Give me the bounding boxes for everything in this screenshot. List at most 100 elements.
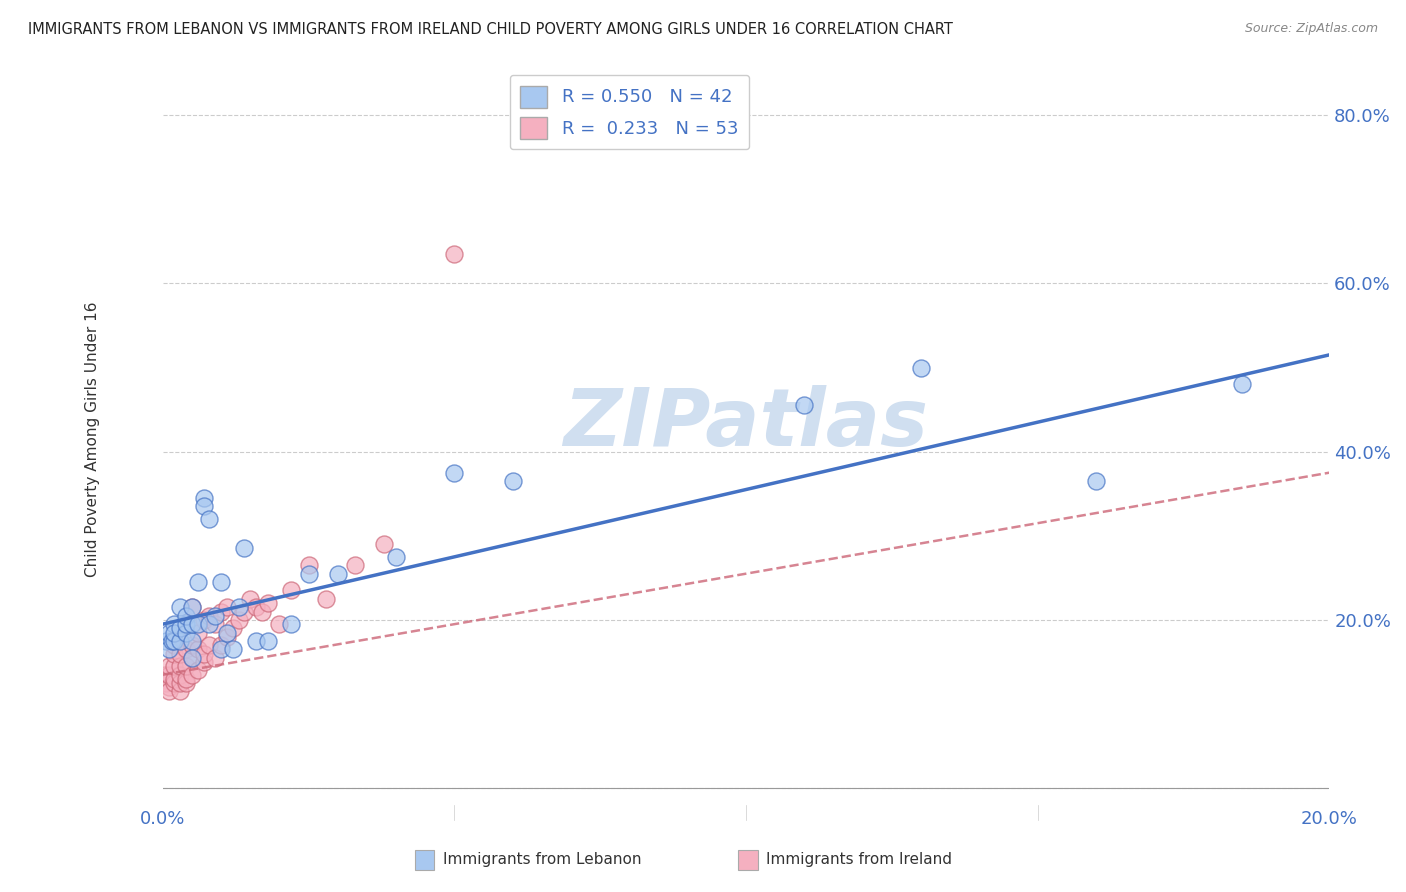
Point [181, 600, 204, 615]
Point [163, 638, 186, 652]
Point [204, 617, 226, 632]
Point [187, 642, 209, 657]
Point [233, 541, 256, 556]
Point [315, 591, 337, 606]
Point [215, 625, 238, 640]
Legend: R = 0.550   N = 42, R =  0.233   N = 53: R = 0.550 N = 42, R = 0.233 N = 53 [509, 75, 749, 150]
Point [174, 617, 197, 632]
Point [181, 650, 204, 665]
Point [193, 655, 215, 669]
Point [169, 600, 191, 615]
Point [215, 600, 238, 615]
Point [222, 621, 245, 635]
Point [250, 605, 273, 619]
Point [157, 642, 180, 657]
Point [169, 667, 191, 681]
Point [443, 247, 465, 261]
Point [373, 537, 395, 551]
Point [204, 608, 226, 623]
Point [163, 634, 186, 648]
Point [1230, 377, 1253, 392]
Point [163, 676, 186, 690]
Point [157, 667, 180, 681]
Point [181, 667, 204, 681]
Text: ZIPatlas: ZIPatlas [564, 385, 928, 463]
Text: Immigrants from Lebanon: Immigrants from Lebanon [443, 853, 641, 867]
Point [209, 642, 232, 657]
Point [204, 650, 226, 665]
Point [181, 617, 204, 632]
Point [181, 634, 204, 648]
Point [169, 634, 191, 648]
Point [157, 680, 180, 694]
Point [174, 625, 197, 640]
Point [163, 625, 186, 640]
Point [910, 360, 932, 375]
Point [297, 566, 319, 581]
Y-axis label: Child Poverty Among Girls Under 16: Child Poverty Among Girls Under 16 [86, 301, 100, 577]
Point [443, 466, 465, 480]
Point [169, 647, 191, 661]
Point [181, 638, 204, 652]
Point [163, 659, 186, 673]
Point [155, 634, 177, 648]
Point [198, 617, 221, 632]
Point [209, 575, 232, 590]
Point [169, 684, 191, 698]
Point [155, 676, 177, 690]
Point [169, 621, 191, 635]
Point [157, 684, 180, 698]
Point [326, 566, 349, 581]
Point [187, 617, 209, 632]
Point [793, 398, 815, 412]
Point [344, 558, 367, 573]
Point [157, 625, 180, 640]
Point [187, 664, 209, 678]
Point [187, 575, 209, 590]
Point [228, 600, 250, 615]
Point [193, 613, 215, 627]
Point [245, 634, 267, 648]
Point [198, 608, 221, 623]
Point [215, 630, 238, 644]
Point [502, 474, 524, 488]
Point [181, 650, 204, 665]
Point [209, 605, 232, 619]
Point [174, 642, 197, 657]
Text: Source: ZipAtlas.com: Source: ZipAtlas.com [1244, 22, 1378, 36]
Point [198, 512, 221, 526]
Point [193, 491, 215, 505]
Point [228, 613, 250, 627]
Point [269, 617, 291, 632]
Point [163, 647, 186, 661]
Point [222, 642, 245, 657]
Point [198, 638, 221, 652]
Point [193, 647, 215, 661]
Point [163, 672, 186, 686]
Point [245, 600, 267, 615]
Point [280, 583, 302, 598]
Point [193, 500, 215, 514]
Point [256, 596, 278, 610]
Point [1084, 474, 1107, 488]
Point [174, 608, 197, 623]
Text: Immigrants from Ireland: Immigrants from Ireland [766, 853, 952, 867]
Point [174, 672, 197, 686]
Point [233, 605, 256, 619]
Point [169, 676, 191, 690]
Point [160, 634, 183, 648]
Point [209, 638, 232, 652]
Point [181, 600, 204, 615]
Point [169, 634, 191, 648]
Point [157, 659, 180, 673]
Point [153, 667, 176, 681]
Point [297, 558, 319, 573]
Point [169, 659, 191, 673]
Point [256, 634, 278, 648]
Point [174, 676, 197, 690]
Point [385, 549, 408, 564]
Point [187, 625, 209, 640]
Point [163, 617, 186, 632]
Point [239, 591, 262, 606]
Point [280, 617, 302, 632]
